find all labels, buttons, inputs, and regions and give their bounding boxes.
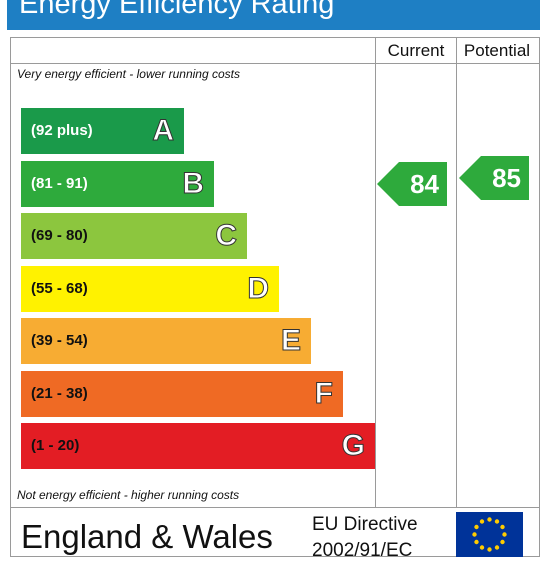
eu-star-icon	[474, 539, 479, 545]
band-range-c: (69 - 80)	[31, 227, 88, 244]
potential-column-header: Potential	[463, 41, 531, 60]
band-d: (55 - 68) D	[21, 266, 279, 312]
band-e: (39 - 54) E	[21, 318, 311, 364]
eu-star-icon	[502, 532, 507, 537]
band-f: (21 - 38) F	[21, 371, 343, 417]
eu-star-icon	[494, 519, 500, 524]
band-range-a: (92 plus)	[31, 122, 93, 139]
title-bar: Energy Efficiency Rating	[7, 0, 540, 30]
band-range-d: (55 - 68)	[31, 280, 88, 297]
eu-star-icon	[487, 517, 492, 522]
footer-divider	[10, 507, 540, 508]
chart-title: Energy Efficiency Rating	[19, 0, 335, 20]
band-letter-b: B	[182, 167, 205, 201]
eu-star-icon	[494, 545, 500, 550]
band-range-b: (81 - 91)	[31, 175, 88, 192]
band-b: (81 - 91) B	[21, 161, 214, 207]
band-range-f: (21 - 38)	[31, 385, 88, 402]
eu-flag-icon	[456, 512, 523, 557]
band-range-e: (39 - 54)	[31, 332, 88, 349]
eu-star-icon	[474, 524, 479, 530]
band-letter-d: D	[247, 272, 270, 306]
current-column-divider	[375, 37, 376, 507]
eu-star-icon	[479, 519, 485, 524]
band-a: (92 plus) A	[21, 108, 184, 154]
top-note: Very energy efficient - lower running co…	[17, 67, 240, 81]
band-letter-g: G	[341, 429, 365, 463]
current-column-header: Current	[387, 41, 445, 60]
eu-star-icon	[500, 524, 505, 530]
eu-star-icon	[472, 532, 477, 537]
band-range-g: (1 - 20)	[31, 437, 80, 454]
band-letter-a: A	[152, 114, 175, 148]
eu-star-icon	[500, 539, 505, 545]
header-divider	[10, 63, 540, 64]
rating-value-current: 84	[410, 169, 439, 199]
band-letter-e: E	[280, 324, 301, 358]
footer-country: England & Wales	[21, 518, 273, 555]
eu-star-icon	[479, 545, 485, 550]
band-letter-c: C	[215, 219, 238, 253]
band-g: (1 - 20) G	[21, 423, 375, 469]
potential-column-divider	[456, 37, 457, 507]
band-c: (69 - 80) C	[21, 213, 247, 259]
directive-line-1: EU Directive	[312, 514, 418, 535]
band-letter-f: F	[314, 377, 333, 411]
rating-value-potential: 85	[492, 163, 521, 193]
bottom-note: Not energy efficient - higher running co…	[17, 488, 240, 502]
directive-line-2: 2002/91/EC	[312, 540, 413, 561]
